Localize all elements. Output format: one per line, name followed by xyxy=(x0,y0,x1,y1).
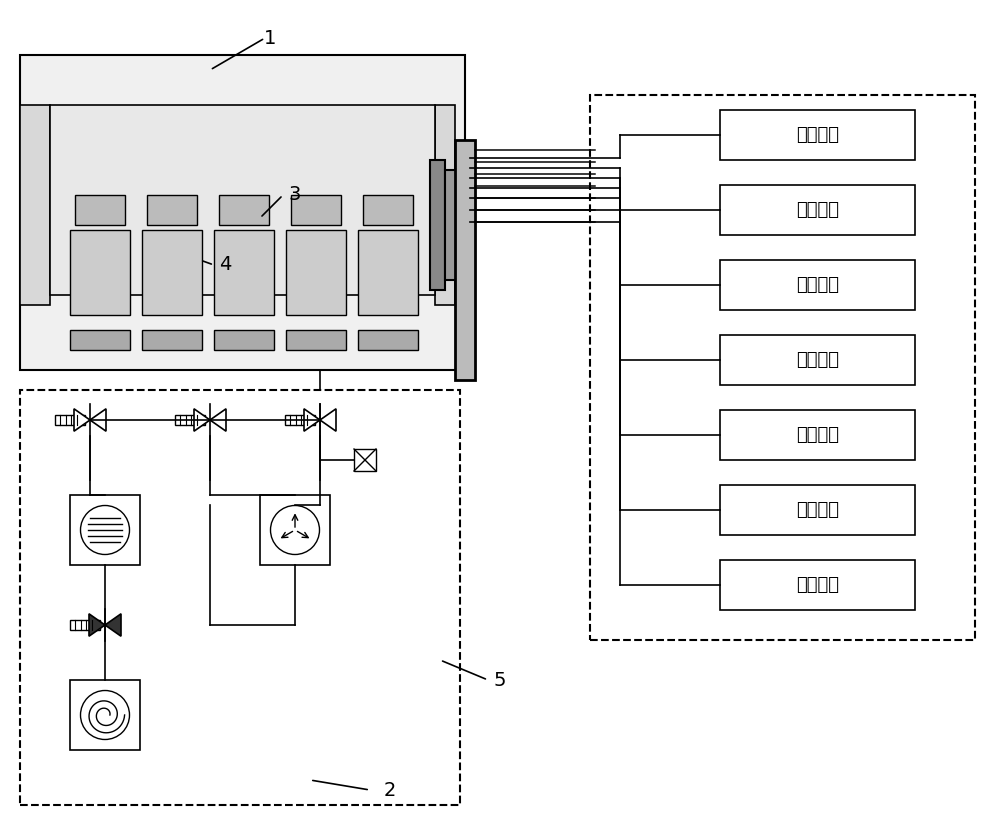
Bar xyxy=(147,195,197,225)
Bar xyxy=(20,55,465,370)
Text: 5: 5 xyxy=(494,671,506,690)
Text: 充气复压: 充气复压 xyxy=(796,426,839,444)
Bar xyxy=(286,230,346,315)
Bar xyxy=(590,95,975,640)
Bar xyxy=(358,330,418,350)
Bar xyxy=(285,415,315,425)
Bar xyxy=(260,495,330,565)
Polygon shape xyxy=(90,409,106,431)
Bar xyxy=(286,330,346,350)
Circle shape xyxy=(80,691,130,739)
Circle shape xyxy=(270,506,320,554)
Polygon shape xyxy=(304,409,320,431)
Bar xyxy=(214,330,274,350)
Bar xyxy=(720,335,915,385)
Polygon shape xyxy=(105,614,121,636)
Bar xyxy=(720,485,915,535)
Bar xyxy=(291,195,341,225)
Bar xyxy=(70,680,140,750)
Text: 内部照明: 内部照明 xyxy=(796,576,839,594)
Bar xyxy=(435,105,455,305)
Bar xyxy=(720,410,915,460)
Bar xyxy=(358,230,418,315)
Text: 烘烤电源: 烘烤电源 xyxy=(796,501,839,519)
Bar xyxy=(75,195,125,225)
Text: 压力测量: 压力测量 xyxy=(796,126,839,144)
Text: 4: 4 xyxy=(219,255,231,274)
Bar xyxy=(55,415,85,425)
Text: 加热电源: 加热电源 xyxy=(796,201,839,219)
Bar xyxy=(70,330,130,350)
Polygon shape xyxy=(89,614,105,636)
Bar xyxy=(720,560,915,610)
Bar xyxy=(142,230,202,315)
Bar xyxy=(430,160,445,290)
Bar xyxy=(455,140,475,380)
Bar xyxy=(720,260,915,310)
Bar xyxy=(214,230,274,315)
Bar xyxy=(50,105,435,295)
Bar xyxy=(720,110,915,160)
Bar xyxy=(219,195,269,225)
Bar xyxy=(354,449,376,471)
Text: 1: 1 xyxy=(264,29,276,48)
Bar xyxy=(142,330,202,350)
Polygon shape xyxy=(74,409,90,431)
Bar xyxy=(445,170,470,280)
Circle shape xyxy=(80,506,130,554)
Bar xyxy=(363,195,413,225)
Polygon shape xyxy=(194,409,210,431)
Bar xyxy=(70,230,130,315)
Bar xyxy=(70,495,140,565)
Bar xyxy=(20,390,460,805)
Text: 2: 2 xyxy=(384,781,396,800)
Text: 水冷测温: 水冷测温 xyxy=(796,351,839,369)
Text: 3: 3 xyxy=(289,186,301,205)
Polygon shape xyxy=(320,409,336,431)
Bar xyxy=(20,105,50,305)
Bar xyxy=(720,185,915,235)
Text: 加热测温: 加热测温 xyxy=(796,276,839,294)
Bar xyxy=(175,415,205,425)
Bar xyxy=(70,620,100,630)
Polygon shape xyxy=(210,409,226,431)
